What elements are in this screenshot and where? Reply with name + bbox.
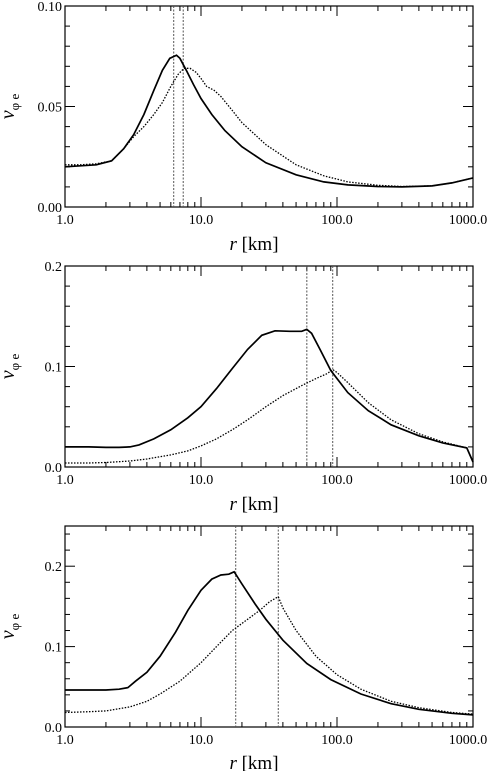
x-tick-label: 1000.0 bbox=[449, 733, 488, 748]
series-dotted-line bbox=[65, 368, 474, 464]
x-tick-label: 10.0 bbox=[189, 213, 214, 228]
plot-frame bbox=[64, 525, 474, 728]
y-axis-label: vφ e bbox=[0, 354, 22, 380]
series-solid-line bbox=[65, 570, 474, 716]
y-axis-label: vφ e bbox=[0, 94, 22, 120]
y-tick-label: 0.2 bbox=[45, 560, 63, 575]
y-tick-label: 0.0 bbox=[45, 721, 63, 736]
series-dotted-line bbox=[65, 67, 474, 188]
x-tick-label: 1.0 bbox=[56, 213, 74, 228]
x-tick-label: 100.0 bbox=[321, 733, 353, 748]
chart-panel-2: 1.0 10.0 100.0 1000.0 0.0 0.1 0.2 r [km] vφ e bbox=[0, 260, 487, 515]
y-tick-label: 0.00 bbox=[38, 201, 63, 216]
x-axis-label: r [km] bbox=[229, 234, 278, 255]
y-tick-label: 0.10 bbox=[38, 0, 63, 15]
x-tick-label: 1.0 bbox=[56, 733, 74, 748]
x-tick-label: 1.0 bbox=[56, 473, 74, 488]
x-tick-label: 10.0 bbox=[189, 733, 214, 748]
y-tick-label: 0.0 bbox=[45, 461, 63, 476]
x-axis-label: r [km] bbox=[229, 753, 278, 771]
y-tick-label: 0.05 bbox=[38, 101, 63, 116]
x-tick-label: 100.0 bbox=[321, 213, 353, 228]
y-tick-label: 0.1 bbox=[45, 361, 63, 376]
chart-panel-3: 1.0 10.0 100.0 1000.0 0.0 0.1 0.2 r [km] vφ e bbox=[0, 525, 488, 771]
y-tick-label: 0.2 bbox=[45, 260, 63, 275]
plot-frame bbox=[64, 5, 474, 208]
x-tick-label: 1000.0 bbox=[449, 473, 488, 488]
x-axis-label: r [km] bbox=[229, 494, 278, 515]
y-tick-label: 0.1 bbox=[45, 641, 63, 656]
series-solid-line bbox=[65, 328, 474, 463]
series-solid-line bbox=[64, 54, 474, 188]
y-axis-label: vφ e bbox=[0, 614, 22, 640]
x-tick-label: 100.0 bbox=[321, 473, 353, 488]
series-dotted-line bbox=[64, 595, 474, 715]
plot-frame bbox=[64, 265, 474, 468]
x-tick-label: 10.0 bbox=[189, 473, 214, 488]
x-tick-label: 1000.0 bbox=[449, 213, 488, 228]
chart-panel-1: 1.0 10.0 100.0 1000.0 0.00 0.05 0.10 r [km] vφ e bbox=[0, 0, 487, 255]
